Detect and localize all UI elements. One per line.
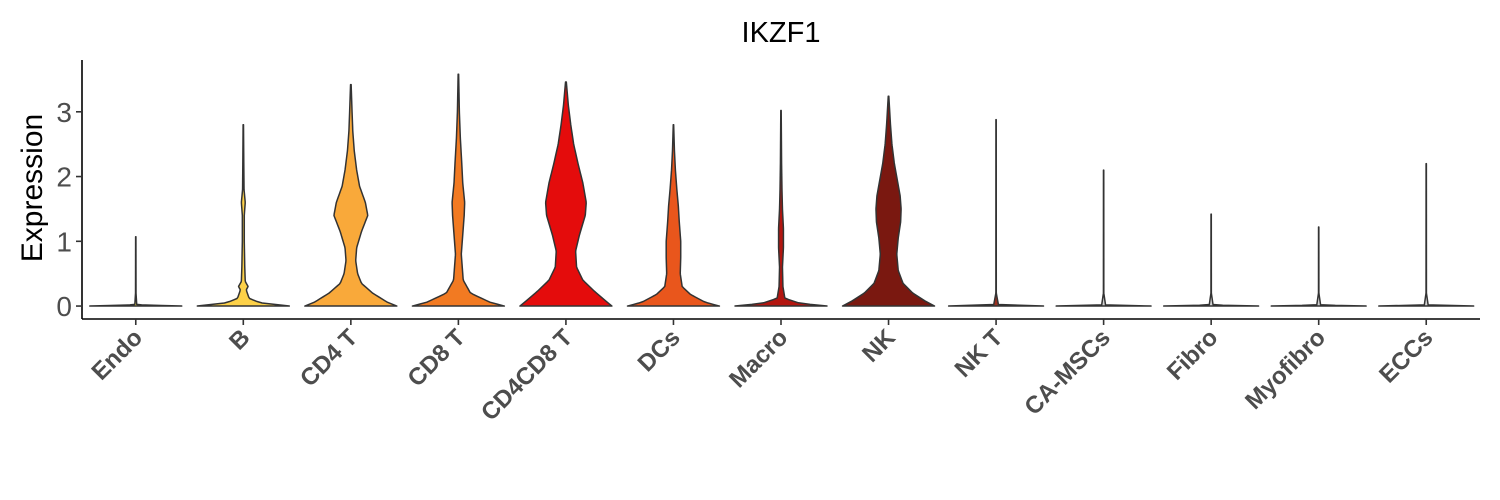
violin-nk-t bbox=[947, 118, 1045, 307]
violin-endo bbox=[89, 236, 183, 307]
y-tick-label: 0 bbox=[56, 291, 72, 322]
violin-macro bbox=[734, 109, 828, 307]
violin-dcs bbox=[626, 124, 721, 307]
violin-cd4-t bbox=[304, 83, 398, 307]
violin-eccs bbox=[1378, 162, 1475, 307]
y-tick-label: 3 bbox=[56, 97, 72, 128]
violin-cd4cd8-t bbox=[519, 81, 613, 307]
x-tick-label-dcs: DCs bbox=[633, 324, 686, 377]
y-axis: 0 1 2 3 bbox=[56, 60, 83, 322]
violins-group bbox=[89, 73, 1475, 307]
violin-b bbox=[196, 124, 291, 307]
y-axis-label: Expression bbox=[16, 114, 49, 262]
x-tick-label-cd4-t: CD4 T bbox=[295, 324, 363, 392]
x-tick-label-b: B bbox=[224, 324, 255, 355]
x-tick-label-eccs: ECCs bbox=[1374, 324, 1438, 388]
x-tick-label-fibro: Fibro bbox=[1162, 324, 1224, 386]
x-tick-label-endo: Endo bbox=[86, 324, 148, 386]
violin-myofibro bbox=[1270, 226, 1367, 307]
y-tick-label: 2 bbox=[56, 162, 72, 193]
violin-ca-mscs bbox=[1055, 169, 1152, 307]
x-tick-label-cd4cd8-t: CD4CD8 T bbox=[476, 324, 578, 426]
x-tick-label-nk: NK bbox=[857, 324, 901, 368]
x-tick-label-nk-t: NK T bbox=[950, 324, 1009, 383]
x-axis: Endo B CD4 T CD8 T CD4CD8 T DCs Macro NK NK T CA-… bbox=[82, 318, 1480, 426]
violin-fibro bbox=[1162, 213, 1260, 307]
x-tick-label-myofibro: Myofibro bbox=[1240, 324, 1331, 415]
violin-nk bbox=[841, 95, 936, 307]
violin-cd8-t bbox=[411, 73, 506, 307]
x-tick-label-ca-mscs: CA-MSCs bbox=[1019, 324, 1115, 420]
x-tick-label-cd8-t: CD8 T bbox=[403, 324, 471, 392]
chart-title: IKZF1 bbox=[742, 17, 821, 49]
x-tick-label-macro: Macro bbox=[724, 324, 793, 393]
y-tick-label: 1 bbox=[56, 226, 72, 257]
